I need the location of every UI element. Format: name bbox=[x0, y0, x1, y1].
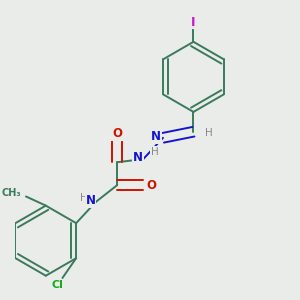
Text: N: N bbox=[151, 130, 161, 143]
Text: H: H bbox=[80, 193, 88, 203]
Text: H: H bbox=[205, 128, 213, 138]
Text: CH₃: CH₃ bbox=[2, 188, 21, 198]
Text: Cl: Cl bbox=[51, 280, 63, 290]
Text: O: O bbox=[112, 127, 122, 140]
Text: O: O bbox=[147, 178, 157, 191]
Text: N: N bbox=[85, 194, 95, 207]
Text: I: I bbox=[191, 16, 196, 28]
Text: H: H bbox=[151, 146, 159, 157]
Text: N: N bbox=[133, 151, 143, 164]
